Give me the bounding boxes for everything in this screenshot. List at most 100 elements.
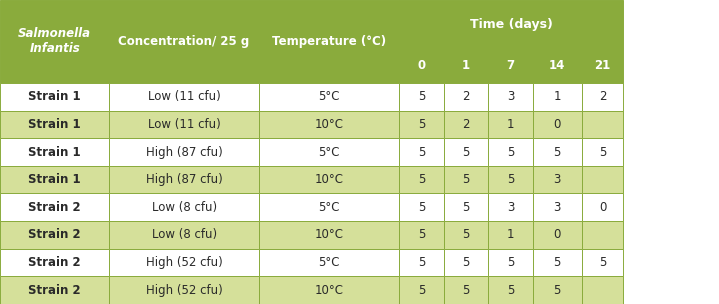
Bar	[109, 83, 259, 111]
Text: 0: 0	[554, 228, 561, 241]
Bar	[109, 166, 259, 194]
Text: 5: 5	[462, 173, 470, 186]
Bar	[533, 166, 582, 194]
Bar	[109, 138, 259, 166]
Text: 5°C: 5°C	[319, 90, 339, 103]
Text: Strain 2: Strain 2	[28, 256, 81, 269]
Bar	[259, 111, 399, 138]
Text: 5: 5	[418, 256, 425, 269]
Bar	[533, 111, 582, 138]
Text: Concentration/ 25 g: Concentration/ 25 g	[119, 35, 249, 48]
Bar	[259, 276, 399, 304]
Bar	[399, 111, 444, 138]
Bar	[259, 249, 399, 276]
Text: 14: 14	[549, 59, 565, 72]
Bar	[444, 138, 488, 166]
Bar	[582, 249, 623, 276]
Bar	[582, 48, 623, 83]
Bar	[0, 83, 109, 111]
Bar	[399, 48, 444, 83]
Bar	[444, 221, 488, 249]
Bar	[109, 221, 259, 249]
Bar	[582, 221, 623, 249]
Text: 10°C: 10°C	[314, 118, 344, 131]
Text: 1: 1	[507, 118, 514, 131]
Text: 5: 5	[462, 284, 470, 297]
Text: 0: 0	[599, 201, 606, 214]
Bar	[399, 221, 444, 249]
Text: High (87 cfu): High (87 cfu)	[146, 173, 222, 186]
Text: 5: 5	[462, 146, 470, 159]
Bar	[533, 138, 582, 166]
Bar	[0, 138, 109, 166]
Bar	[109, 249, 259, 276]
Text: 1: 1	[507, 228, 514, 241]
Bar	[399, 0, 623, 48]
Bar	[444, 166, 488, 194]
Text: 5: 5	[507, 146, 514, 159]
Bar	[259, 0, 399, 83]
Bar	[444, 83, 488, 111]
Bar	[399, 166, 444, 194]
Bar	[109, 194, 259, 221]
Bar	[259, 138, 399, 166]
Text: 5: 5	[418, 201, 425, 214]
Text: 5: 5	[462, 256, 470, 269]
Text: 5: 5	[507, 256, 514, 269]
Bar	[399, 83, 444, 111]
Bar	[259, 194, 399, 221]
Text: 3: 3	[554, 201, 561, 214]
Text: 5: 5	[462, 201, 470, 214]
Text: 21: 21	[595, 59, 610, 72]
Text: 5: 5	[418, 284, 425, 297]
Bar	[582, 111, 623, 138]
Text: 10°C: 10°C	[314, 284, 344, 297]
Bar	[582, 194, 623, 221]
Text: 10°C: 10°C	[314, 228, 344, 241]
Text: 5: 5	[554, 284, 561, 297]
Bar	[582, 83, 623, 111]
Text: 7: 7	[506, 59, 515, 72]
Bar	[0, 194, 109, 221]
Text: 5: 5	[418, 146, 425, 159]
Text: 5: 5	[418, 228, 425, 241]
Text: 5: 5	[462, 228, 470, 241]
Text: 0: 0	[554, 118, 561, 131]
Text: 5°C: 5°C	[319, 256, 339, 269]
Bar	[488, 138, 533, 166]
Text: 5: 5	[599, 146, 606, 159]
Text: Temperature (°C): Temperature (°C)	[272, 35, 386, 48]
Bar	[488, 83, 533, 111]
Bar	[533, 48, 582, 83]
Text: Strain 1: Strain 1	[28, 173, 81, 186]
Bar	[259, 221, 399, 249]
Text: 10°C: 10°C	[314, 173, 344, 186]
Bar	[444, 276, 488, 304]
Text: 5°C: 5°C	[319, 146, 339, 159]
Bar	[0, 166, 109, 194]
Bar	[109, 111, 259, 138]
Text: 5: 5	[507, 173, 514, 186]
Text: Low (8 cfu): Low (8 cfu)	[152, 201, 216, 214]
Text: 5: 5	[418, 173, 425, 186]
Text: 1: 1	[554, 90, 561, 103]
Bar	[444, 249, 488, 276]
Text: 5°C: 5°C	[319, 201, 339, 214]
Text: Salmonella
Infantis: Salmonella Infantis	[18, 27, 91, 56]
Text: 1: 1	[462, 59, 470, 72]
Bar	[109, 0, 259, 83]
Bar	[533, 276, 582, 304]
Text: 5: 5	[418, 118, 425, 131]
Text: Strain 2: Strain 2	[28, 201, 81, 214]
Bar	[533, 221, 582, 249]
Text: High (87 cfu): High (87 cfu)	[146, 146, 222, 159]
Text: 5: 5	[507, 284, 514, 297]
Text: High (52 cfu): High (52 cfu)	[146, 284, 222, 297]
Text: 3: 3	[507, 90, 514, 103]
Bar	[488, 249, 533, 276]
Text: Low (8 cfu): Low (8 cfu)	[152, 228, 216, 241]
Bar	[0, 249, 109, 276]
Bar	[109, 276, 259, 304]
Bar	[0, 0, 109, 83]
Text: 3: 3	[554, 173, 561, 186]
